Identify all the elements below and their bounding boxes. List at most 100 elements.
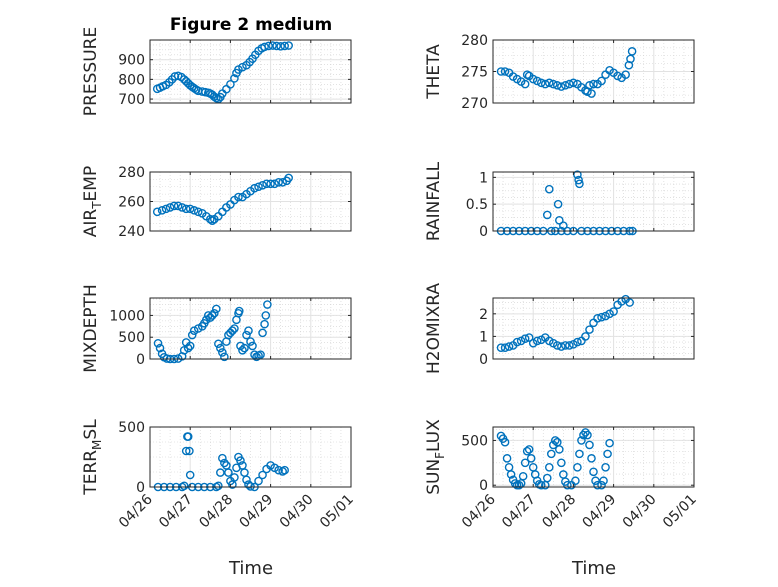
axes-box (492, 297, 695, 360)
data-point (170, 72, 180, 81)
data-point (260, 42, 269, 52)
x-axis-label-right: Time (571, 558, 616, 579)
data-point (520, 79, 530, 89)
data-point (555, 445, 564, 454)
data-point (524, 333, 534, 342)
data-point (268, 41, 277, 50)
data-point (242, 475, 251, 485)
data-point (228, 326, 237, 335)
data-point (272, 41, 281, 51)
data-point (563, 480, 572, 490)
data-point (212, 304, 221, 314)
data-point (536, 480, 546, 490)
data-point (528, 74, 538, 84)
y-axis-label: H2OMIXRA (424, 283, 444, 374)
subplot-mixdepth: 0 500 1000 MIXDEPTH (81, 284, 352, 373)
data-point (197, 87, 207, 96)
y-axis-label: RAINFALL (424, 161, 444, 241)
data-point (593, 314, 602, 323)
data-point (266, 179, 275, 189)
data-point (244, 326, 253, 335)
data-point (258, 180, 267, 190)
data-point (216, 343, 225, 353)
data-point (284, 41, 293, 50)
data-point (504, 342, 514, 351)
data-point (532, 76, 542, 86)
data-point (569, 78, 578, 88)
data-point (250, 350, 259, 359)
y-tick-label: 0.5 (466, 197, 488, 213)
data-point (536, 78, 546, 88)
data-point (152, 207, 162, 217)
data-point (561, 341, 570, 350)
data-point (181, 446, 191, 456)
data-point (208, 311, 217, 320)
data-point (559, 221, 568, 230)
data-point (185, 204, 195, 214)
y-tick-label: 240 (118, 224, 145, 240)
data-point (520, 334, 530, 343)
data-point (625, 298, 634, 307)
y-tick-label: 1000 (109, 308, 145, 324)
data-point (496, 343, 506, 353)
data-point (520, 458, 530, 468)
data-point (189, 206, 199, 215)
data-point (187, 330, 197, 340)
data-point (210, 308, 219, 318)
data-point (587, 454, 596, 463)
data-point (224, 468, 233, 477)
data-point (601, 462, 610, 472)
data-point (609, 307, 618, 316)
subplot-h2omixra: 0 1 2 H2OMIXRA (424, 283, 695, 374)
data-point (240, 343, 249, 353)
data-point (573, 337, 582, 347)
y-tick-label: 2 (479, 307, 488, 323)
data-point (500, 343, 510, 353)
data-point (627, 47, 637, 56)
data-point (542, 210, 552, 220)
data-point (183, 343, 193, 353)
data-point (571, 476, 580, 486)
data-point (585, 440, 594, 450)
data-point (280, 41, 289, 51)
y-tick-label: 0 (136, 352, 145, 368)
data-point (280, 465, 289, 475)
data-point (230, 74, 239, 83)
data-point (581, 332, 590, 341)
data-point (599, 476, 608, 486)
subplot-rainfall: 0 0.5 1 RAINFALL (424, 161, 695, 241)
data-point (532, 336, 542, 346)
data-point (193, 207, 203, 217)
data-point (551, 436, 560, 445)
data-point (512, 337, 522, 347)
data-point (540, 79, 550, 89)
data-point (185, 341, 195, 351)
y-tick-label: 270 (461, 96, 488, 112)
data-point (603, 449, 612, 459)
data-point (270, 179, 279, 189)
data-point (597, 480, 606, 490)
data-point (621, 70, 630, 79)
data-point (157, 206, 167, 215)
data-point (274, 178, 283, 187)
axes-background (493, 172, 694, 231)
subplot-air-temp: 240 260 280 AIRTEMP (81, 165, 352, 240)
data-point (591, 476, 600, 486)
y-tick-label: 0 (479, 224, 488, 240)
data-point (276, 42, 285, 51)
y-axis-label: THETA (424, 44, 444, 100)
data-point (185, 470, 195, 480)
axes-box (149, 39, 352, 104)
data-point (284, 173, 293, 183)
data-point (205, 214, 215, 224)
data-point (220, 458, 229, 468)
data-point (230, 324, 239, 333)
data-point (165, 203, 175, 212)
data-point (173, 201, 183, 211)
data-point (522, 446, 532, 456)
data-point (214, 481, 223, 491)
data-point (546, 449, 556, 459)
data-point (260, 319, 269, 329)
y-tick-label: 500 (118, 330, 145, 346)
y-tick-label: 280 (118, 165, 145, 181)
